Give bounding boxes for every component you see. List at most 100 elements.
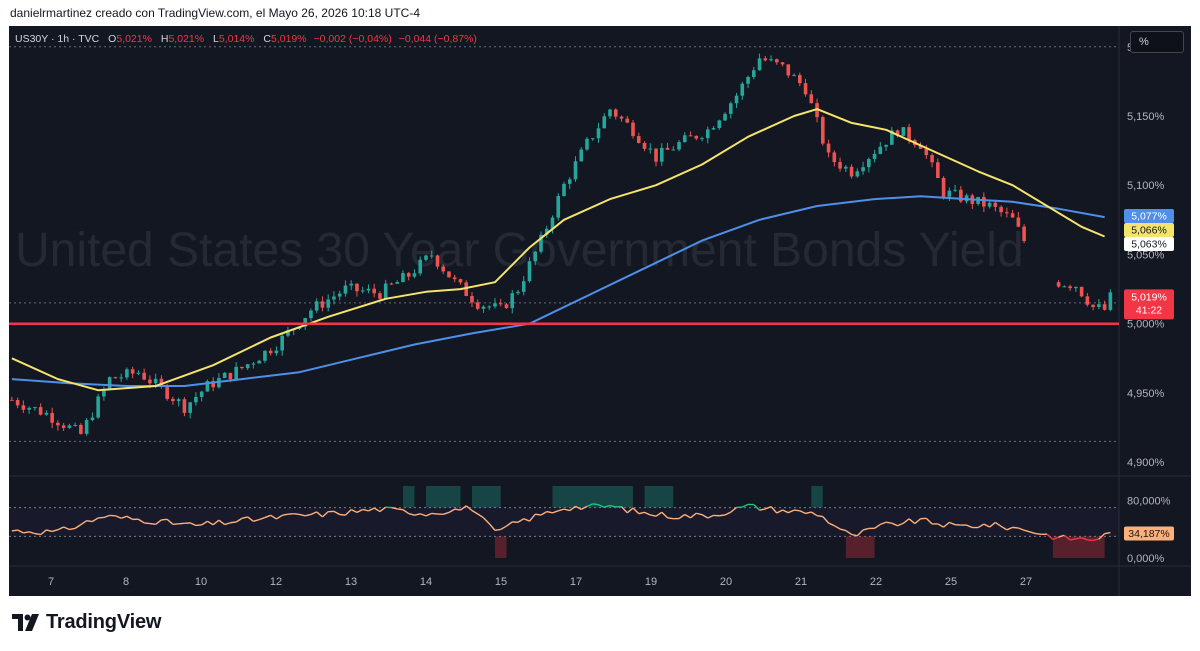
candle-body [234,366,238,380]
high-value: 5,021% [168,33,205,45]
rsi-line-segment [810,511,818,517]
candle-body [751,70,756,77]
candle-body [360,290,365,292]
rsi-line-segment [696,512,703,516]
time-tick-label: 20 [720,576,732,588]
candle-body [844,166,848,169]
candle-body [395,282,400,284]
rsi-line-segment [333,510,341,516]
candle-body [671,149,676,151]
rsi-line-segment [949,521,956,526]
rsi-line-segment [845,529,852,536]
rsi-line-segment [540,511,548,516]
candle-body [228,372,233,380]
rsi-line-segment [28,531,36,535]
rsi-line-segment [305,513,312,517]
rsi-line-segment [730,506,737,513]
rsi-line-segment [494,528,501,532]
candle-body [470,295,474,303]
candle-body [10,399,14,401]
rsi-line-segment [891,522,898,527]
rsi-line-segment [397,508,404,511]
rsi-line-segment [471,509,479,515]
candle-body [504,304,509,309]
candle-body [355,283,359,292]
rsi-oversold-zone [1052,536,1105,558]
candle-body [119,377,123,379]
ma-value-badge [1124,237,1174,251]
candle-body [895,130,900,136]
candle-body [452,277,457,280]
chart-frame[interactable]: United States 30 Year Government Bonds Y… [9,26,1191,596]
candle-body [516,291,520,294]
candle-body [113,377,118,379]
candle-body [642,142,647,149]
candle-body [821,117,825,144]
candle-body [343,285,348,294]
rsi-line-segment [839,528,846,532]
price-tick-label: 5,000% [1127,319,1165,331]
candle-body [1068,286,1072,289]
candle-body [1108,292,1113,310]
candle-body [890,130,894,145]
low-value: 5,014% [218,33,255,45]
rsi-line-segment [943,521,950,528]
rsi-line-segment [586,503,594,508]
rsi-line-segment [379,506,387,513]
rsi-line-segment [707,514,714,519]
candle-body [475,302,480,309]
rsi-line-segment [477,513,484,519]
candle-body [1097,304,1101,307]
percent-scale-button[interactable]: % [1130,31,1184,53]
rsi-line-segment [546,510,553,514]
time-tick-label: 19 [645,576,657,588]
candle-body [803,83,808,95]
time-tick-label: 17 [570,576,582,588]
candle-body [332,296,336,300]
candle-body [33,407,37,409]
rsi-line-segment [1000,525,1008,531]
rsi-line-segment [678,513,686,520]
rsi-line-segment [667,517,674,520]
candle-body [941,177,946,197]
candle-body [171,398,175,402]
rsi-line-segment [638,511,645,515]
rsi-line-segment [535,513,542,516]
rsi-line-segment [609,504,616,508]
candle-body [498,303,503,305]
candle-body [700,138,704,140]
time-tick-label: 22 [870,576,882,588]
candle-body [573,161,578,180]
candle-body [838,162,842,169]
rsi-line-segment [465,505,473,512]
rsi-line-segment [563,508,570,512]
rsi-line-segment [80,520,88,526]
tradingview-logo[interactable]: TradingView [12,611,161,634]
candle-body [1022,226,1026,241]
ohlc-legend: US30Y · 1h · TVC O5,021% H5,021% L5,014%… [15,33,477,45]
candle-body [389,283,394,285]
rsi-line-segment [74,524,82,529]
candle-body [786,64,791,76]
candle-body [441,266,446,272]
rsi-line-segment [212,519,220,526]
candle-body [792,75,796,77]
rsi-line-segment [782,509,789,514]
candle-body [56,422,60,426]
countdown-label: 41:22 [1136,304,1162,316]
rsi-line-segment [488,523,496,531]
symbol-label[interactable]: US30Y · 1h · TVC [15,33,100,45]
rsi-line-segment [914,518,922,525]
candle-body [884,144,888,147]
rsi-line-segment [701,514,709,519]
candle-body [798,75,802,84]
price-chart[interactable]: United States 30 Year Government Bonds Y… [9,26,1191,596]
rsi-line-segment [902,518,910,524]
candle-body [861,167,865,172]
candle-body [107,377,112,389]
rsi-line-segment [621,506,628,514]
rsi-line-segment [575,505,582,510]
rsi-line-segment [644,511,651,516]
candle-body [527,261,532,282]
candle-body [930,155,934,163]
